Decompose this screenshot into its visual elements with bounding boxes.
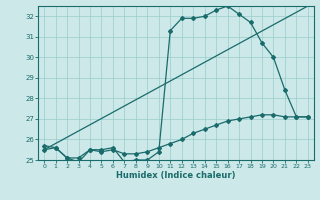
X-axis label: Humidex (Indice chaleur): Humidex (Indice chaleur): [116, 171, 236, 180]
